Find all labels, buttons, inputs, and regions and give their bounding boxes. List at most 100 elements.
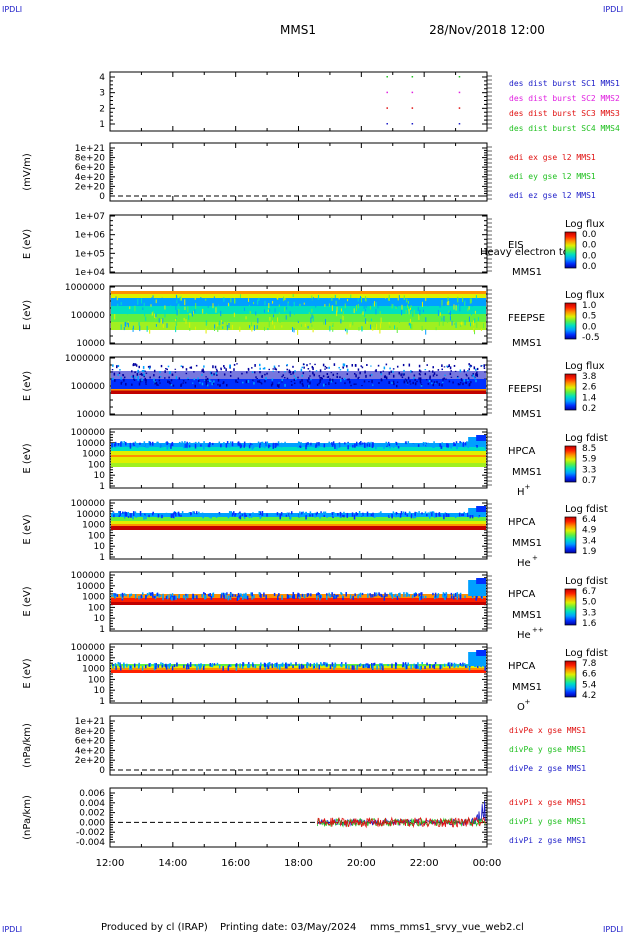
spectrogram-pixel [445, 378, 447, 380]
spectrogram-pixel [389, 325, 391, 328]
spectrogram-pixel [276, 295, 278, 300]
spectrogram-pixel [331, 512, 334, 515]
spectrogram-pixel [134, 511, 137, 516]
spectrogram-pixel [151, 441, 154, 446]
spectrogram-pixel [225, 384, 228, 387]
spectrogram-pixel [310, 378, 312, 381]
spectrogram-pixel [181, 513, 183, 517]
spectrogram-pixel [255, 311, 257, 316]
spectrogram-pixel [430, 444, 433, 447]
spectrogram-pixel [259, 442, 262, 445]
spectrogram-pixel [156, 514, 158, 518]
spectrogram-pixel [458, 443, 461, 446]
spectrogram-pixel [389, 514, 391, 517]
spectrogram-pixel [164, 377, 166, 379]
spectrogram-pixel [116, 365, 118, 369]
spectrogram-pixel [293, 328, 295, 333]
spectrogram-pixel [323, 513, 326, 517]
spectrogram-pixel [372, 594, 374, 598]
spectrogram-pixel [289, 370, 292, 374]
spectrogram-pixel [158, 318, 160, 323]
spectrogram-pixel [146, 593, 149, 597]
spectrogram-pixel [457, 383, 460, 386]
spectrogram-pixel [336, 310, 338, 317]
spectrogram-pixel [172, 384, 175, 387]
spectrogram-pixel [255, 376, 257, 379]
spectrogram-pixel [122, 593, 124, 598]
spectrogram-pixel [329, 664, 332, 669]
spectrogram-pixel [124, 322, 126, 327]
spectrogram-pixel [284, 441, 286, 447]
spectrogram-pixel [339, 511, 342, 517]
spectrogram-pixel [226, 441, 229, 444]
spectrogram-band [111, 322, 486, 330]
spectrogram-pixel [406, 514, 408, 517]
spectrogram-pixel [429, 375, 431, 378]
spectrogram-pixel [292, 664, 294, 669]
spectrogram-pixel [400, 511, 403, 515]
spectrogram-pixel [151, 297, 153, 303]
spectrogram-pixel [175, 512, 177, 517]
spectrogram-pixel [460, 442, 463, 447]
spectrogram-pixel [155, 324, 157, 327]
spectrogram-pixel [153, 378, 155, 382]
spectrogram-band [111, 668, 486, 670]
spectrogram-pixel [252, 663, 254, 668]
spectrogram-pixel [347, 444, 349, 450]
spectrogram-pixel [363, 313, 365, 317]
spectrogram-pixel [419, 309, 421, 313]
y-tick-label: 1e+21 [75, 144, 105, 154]
spectrogram-pixel [383, 595, 386, 601]
spectrogram-pixel [312, 367, 314, 371]
spectrogram-pixel [184, 381, 187, 384]
spectrogram-pixel [463, 379, 465, 382]
spectrogram-pixel [433, 372, 436, 375]
spectrogram-pixel [289, 594, 291, 598]
legend-entry: divPe z gse MMS1 [509, 764, 586, 773]
spectrogram-pixel [189, 366, 191, 369]
spectrogram-pixel [164, 664, 167, 667]
spectrogram-pixel [343, 513, 345, 518]
spectrogram-pixel [149, 441, 151, 445]
spectrogram-pixel [230, 664, 232, 667]
spectrogram-pixel [410, 664, 412, 669]
spectrogram-pixel [428, 370, 431, 372]
spectrogram-pixel [204, 595, 207, 598]
footer-produced-by: Produced by cl (IRAP) [101, 922, 208, 933]
spectrogram-pixel [185, 593, 187, 598]
spectrogram-pixel [430, 380, 433, 382]
spectrogram-pixel [231, 441, 234, 446]
spectrogram-pixel [281, 375, 283, 378]
spectrogram-pixel [212, 316, 214, 320]
spectrogram-band [111, 447, 486, 451]
spectrogram-pixel [199, 663, 202, 667]
spectrogram-pixel [353, 308, 355, 314]
spectrogram-pixel [354, 443, 356, 448]
burst-mark [411, 91, 414, 94]
spectrogram-pixel [452, 593, 455, 598]
spectrogram-pixel [360, 295, 362, 300]
spectrogram-pixel [337, 513, 339, 516]
spectrogram-pixel [416, 664, 418, 669]
y-axis-label: E (eV) [22, 443, 33, 473]
spectrogram-pixel [141, 370, 144, 372]
spectrogram-pixel [461, 380, 463, 382]
spectrogram-pixel [370, 365, 372, 367]
spectrogram-pixel [405, 309, 407, 315]
spectrogram-pixel [372, 327, 374, 331]
spectrogram-pixel [119, 369, 121, 371]
spectrogram-pixel [260, 382, 263, 385]
spectrogram-pixel [288, 663, 290, 667]
spectrogram-pixel [209, 371, 212, 374]
spectrogram-pixel [120, 381, 123, 385]
colorbar-tick-label: 3.8 [582, 372, 597, 382]
spectrogram-pixel [154, 313, 156, 318]
spectrogram-pixel [401, 309, 403, 316]
spectrogram-pixel [213, 328, 215, 331]
y-tick-label: 1000 [82, 593, 105, 603]
spectrogram-pixel [205, 328, 207, 334]
y-tick-label: 100 [88, 603, 105, 613]
spectrogram-pixel [173, 595, 175, 601]
spectrogram-pixel [371, 663, 373, 669]
spectrogram-pixel [312, 371, 314, 375]
